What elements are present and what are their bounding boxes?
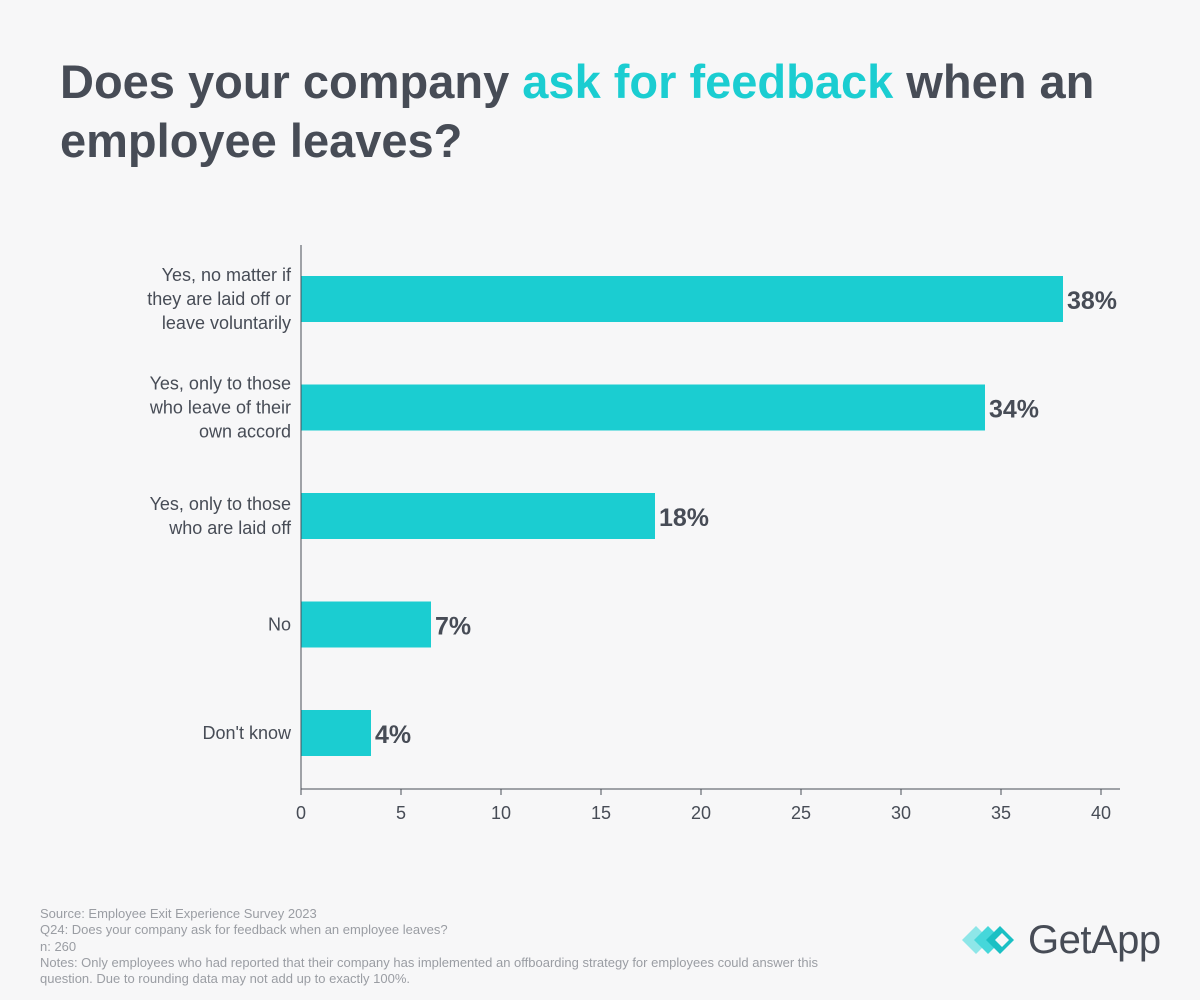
category-label-0-1: they are laid off or [147,289,291,309]
value-label-1: 34% [989,396,1039,424]
category-label-2-0: Yes, only to those [150,494,291,514]
bar-2 [301,493,655,539]
category-label-3-0: No [268,615,291,635]
title-part1: Does your company [60,55,523,108]
x-tick-label-8: 40 [1091,803,1111,823]
x-tick-label-5: 25 [791,803,811,823]
bar-0 [301,276,1063,322]
footnotes: Source: Employee Exit Experience Survey … [40,906,860,987]
x-tick-label-1: 5 [396,803,406,823]
footnote-sample-size: n: 260 [40,938,77,954]
x-tick-label-0: 0 [296,803,306,823]
category-label-4-0: Don't know [203,723,292,743]
bar-4 [301,710,371,756]
bar-1 [301,384,985,431]
x-tick-label-6: 30 [891,803,911,823]
value-label-3: 7% [435,613,471,641]
getapp-logo: GetApp [962,918,1161,962]
x-tick-label-4: 20 [691,803,711,823]
footnote-question: Q24: Does your company ask for feedback … [40,922,448,938]
bar-3 [301,601,431,648]
footnote-notes: Notes: Only employees who had reported t… [40,954,819,987]
x-tick-label-7: 35 [991,803,1011,823]
category-label-1-2: own accord [199,422,291,442]
chart-title: Does your company ask for feedback when … [60,52,1160,170]
value-label-0: 38% [1067,287,1117,315]
title-highlight: ask for feedback [522,55,894,108]
footnote-source: Source: Employee Exit Experience Survey … [40,906,317,921]
category-label-1-0: Yes, only to those [150,374,291,394]
value-label-2: 18% [659,504,709,532]
getapp-chevrons-icon [962,926,1014,954]
x-tick-label-3: 15 [591,803,611,823]
x-tick-label-2: 10 [491,803,511,823]
category-label-1-1: who leave of their [149,398,291,418]
value-label-4: 4% [375,721,411,749]
title-part2: when an employee leaves? [60,55,1095,167]
category-label-0-0: Yes, no matter if [162,265,292,285]
category-label-0-2: leave voluntarily [162,313,291,333]
category-label-2-1: who are laid off [168,518,292,538]
logo-text: GetApp [1028,918,1161,962]
